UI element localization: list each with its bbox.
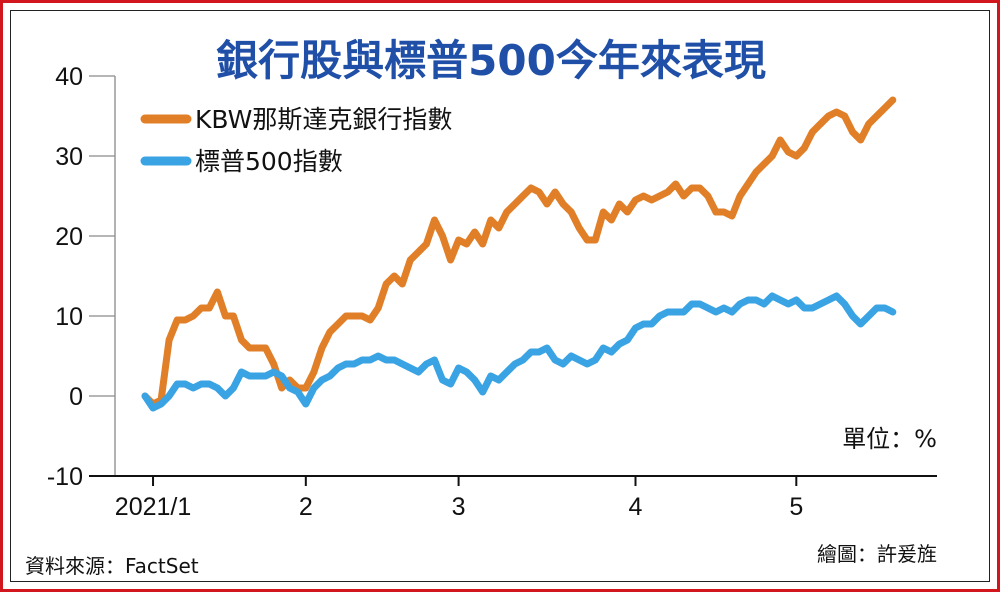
credit-note: 繪圖：許爰旌 bbox=[817, 542, 937, 566]
x-tick-label: 2021/1 bbox=[115, 493, 191, 521]
chart-panel bbox=[10, 10, 990, 582]
y-tick-label: 10 bbox=[55, 303, 83, 331]
x-tick-label: 5 bbox=[789, 493, 803, 521]
x-tick-label: 3 bbox=[452, 493, 466, 521]
x-tick-label: 2 bbox=[299, 493, 313, 521]
chart-svg: 銀行股與標普500今年來表現 40 30 20 10 0 -10 2021/1 2 3 4 5 KB… bbox=[25, 36, 937, 578]
series-line-kbw-bank-index bbox=[141, 96, 897, 408]
series-line-sp500-index bbox=[141, 292, 897, 412]
grid-layer: 40 30 20 10 0 -10 2021/1 2 3 4 5 bbox=[47, 63, 937, 521]
x-tick-label: 4 bbox=[629, 493, 643, 521]
chart-title: 銀行股與標普500今年來表現 bbox=[216, 36, 766, 85]
series-layer bbox=[141, 96, 897, 412]
y-tick-label: 0 bbox=[69, 383, 83, 411]
y-tick-label: 20 bbox=[55, 223, 83, 251]
y-tick-label: 40 bbox=[55, 63, 83, 91]
unit-label: 單位：% bbox=[842, 425, 937, 453]
y-tick-label: 30 bbox=[55, 143, 83, 171]
source-note: 資料來源：FactSet bbox=[25, 554, 199, 578]
y-tick-label: -10 bbox=[47, 463, 83, 491]
legend-label: KBW那斯達克銀行指數 bbox=[195, 105, 452, 134]
legend-label: 標普500指數 bbox=[195, 147, 343, 176]
